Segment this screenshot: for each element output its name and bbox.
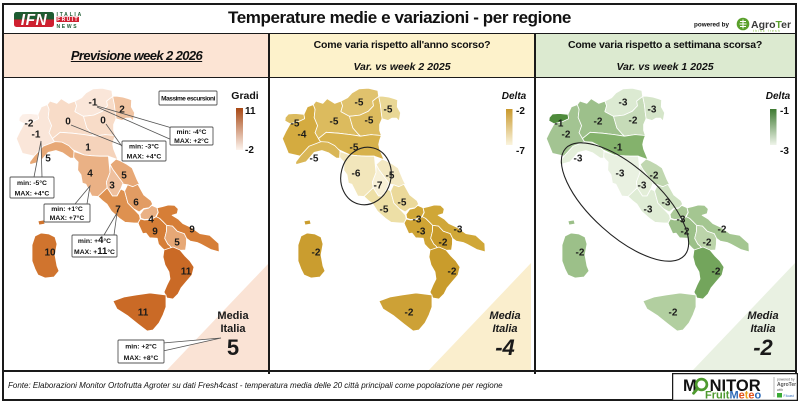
svg-text:-2: -2 [718,225,727,236]
svg-text:-2: -2 [312,248,321,259]
svg-text:-3: -3 [644,205,653,216]
svg-text:-3: -3 [638,181,647,192]
svg-text:-2: -2 [703,238,712,249]
svg-text:MAX: +8°C: MAX: +8°C [124,354,159,362]
svg-text:-1: -1 [614,143,623,154]
svg-text:-1: -1 [89,98,98,109]
svg-text:powered by: powered by [694,22,729,29]
svg-text:FruitMeteo: FruitMeteo [705,390,762,402]
svg-text:11: 11 [245,106,256,117]
svg-text:-5: -5 [384,105,393,116]
svg-text:-5: -5 [330,117,339,128]
svg-text:-1: -1 [32,130,41,141]
svg-text:5: 5 [121,171,127,182]
svg-text:-1: -1 [555,119,564,130]
svg-text:-2: -2 [245,145,254,156]
svg-text:min: +1°C: min: +1°C [51,205,83,213]
svg-text:Massime escursioni: Massime escursioni [161,96,215,103]
svg-text:-3: -3 [574,154,583,165]
svg-text:-5: -5 [350,143,359,154]
svg-text:-1: -1 [780,106,789,117]
svg-text:9: 9 [189,225,195,236]
svg-text:powered by: powered by [777,378,795,382]
svg-text:3: 3 [109,181,115,192]
svg-text:-3: -3 [662,198,671,209]
svg-text:-5: -5 [386,171,395,182]
svg-text:NEWS: NEWS [57,24,79,30]
svg-text:MAX: +4°C: MAX: +4°C [127,153,162,161]
svg-text:min: +4°C: min: +4°C [78,235,111,246]
svg-text:4: 4 [148,215,154,226]
svg-text:-3: -3 [677,215,686,226]
svg-text:-7: -7 [374,181,383,192]
svg-text:-3: -3 [417,227,426,238]
svg-text:-2: -2 [712,267,721,278]
svg-text:5: 5 [174,238,180,249]
svg-text:-5: -5 [398,198,407,209]
svg-text:-2: -2 [576,248,585,259]
svg-text:-3: -3 [780,146,789,157]
svg-text:5: 5 [45,154,51,165]
svg-text:9: 9 [152,227,158,238]
svg-text:AgroTer: AgroTer [751,19,791,31]
svg-text:IFN: IFN [21,12,48,29]
svg-text:-2: -2 [594,117,603,128]
svg-text:MAX: +2°C: MAX: +2°C [174,137,209,145]
svg-text:-2: -2 [650,171,659,182]
svg-text:min: +2°C: min: +2°C [125,342,157,350]
svg-text:-5: -5 [355,98,364,109]
svg-text:Delta: Delta [502,91,527,102]
svg-text:10: 10 [44,248,56,259]
svg-text:MAX: +11°C: MAX: +11°C [74,246,115,257]
svg-text:-3: -3 [616,169,625,180]
svg-text:think fresh: think fresh [753,29,781,33]
svg-text:0: 0 [100,116,106,127]
svg-text:1: 1 [85,143,91,154]
svg-text:-2: -2 [681,227,690,238]
svg-text:-2: -2 [516,106,525,117]
svg-text:-5: -5 [380,205,389,216]
svg-text:11: 11 [138,308,149,319]
svg-text:min: -3°C: min: -3°C [129,143,159,151]
svg-text:-2: -2 [448,267,457,278]
svg-text:-4: -4 [298,130,307,141]
svg-text:Gradi: Gradi [231,90,259,102]
svg-text:-2: -2 [669,308,678,319]
svg-text:MAX: +7°C: MAX: +7°C [50,214,85,222]
svg-text:0: 0 [65,117,71,128]
svg-text:with: with [777,388,783,392]
svg-text:6: 6 [133,198,139,209]
svg-text:min: -5°C: min: -5°C [17,179,47,187]
svg-text:-2: -2 [439,238,448,249]
svg-text:ITALIA: ITALIA [57,12,84,18]
svg-text:-6: -6 [352,169,361,180]
svg-text:MAX: +4°C: MAX: +4°C [15,189,50,197]
svg-text:-5: -5 [365,116,374,127]
svg-text:-2: -2 [405,308,414,319]
svg-text:-2: -2 [629,116,638,127]
svg-text:F4cast: F4cast [784,394,794,398]
svg-text:11: 11 [181,267,192,278]
svg-text:-2: -2 [25,119,34,130]
svg-text:7: 7 [115,205,121,216]
svg-text:-3: -3 [648,105,657,116]
svg-text:AgroTer: AgroTer [777,382,796,388]
svg-text:-5: -5 [291,119,300,130]
svg-text:FRUIT: FRUIT [57,17,79,23]
svg-text:2: 2 [119,105,125,116]
svg-text:-3: -3 [454,225,463,236]
svg-text:min: -4°C: min: -4°C [177,128,207,136]
svg-text:-3: -3 [619,98,628,109]
svg-text:-7: -7 [516,146,525,157]
svg-text:-3: -3 [413,215,422,226]
svg-text:Delta: Delta [766,91,791,102]
svg-text:4: 4 [87,169,93,180]
svg-text:-2: -2 [562,130,571,141]
svg-text:-5: -5 [310,154,319,165]
